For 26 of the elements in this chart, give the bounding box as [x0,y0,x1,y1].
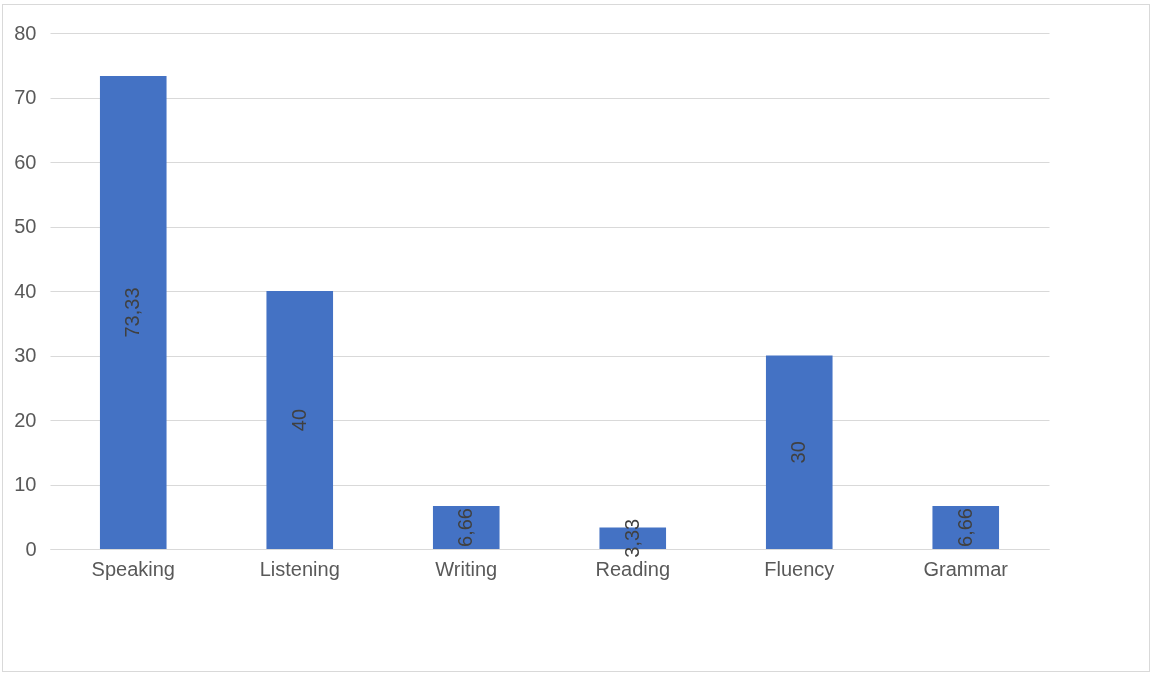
bar [266,291,334,549]
x-tick-label: Listening [259,557,340,580]
x-tick-label: Reading [595,557,671,580]
y-tick-label: 20 [14,408,37,431]
data-label: 6,66 [953,508,976,547]
y-tick-label: 0 [25,537,37,560]
x-tick-label: Speaking [91,557,175,580]
y-tick-label: 10 [14,473,37,495]
bar [932,506,1000,549]
bar [99,76,167,549]
data-label: 40 [287,408,310,432]
data-label: 6,66 [454,508,477,547]
y-tick-label: 40 [14,279,37,302]
data-label: 3,33 [620,518,643,558]
x-tick-label: Fluency [764,557,835,580]
y-tick-label: 70 [14,86,37,108]
x-tick-label: Grammar [923,557,1009,580]
data-label: 30 [787,441,810,464]
y-tick-label: 50 [14,215,37,237]
y-tick-label: 80 [14,21,37,44]
y-tick-label: 60 [14,150,37,173]
bar [765,355,833,549]
y-tick-label: 30 [14,344,37,366]
data-label: 73,33 [121,287,144,338]
x-tick-label: Writing [435,557,498,580]
bar [432,506,500,549]
